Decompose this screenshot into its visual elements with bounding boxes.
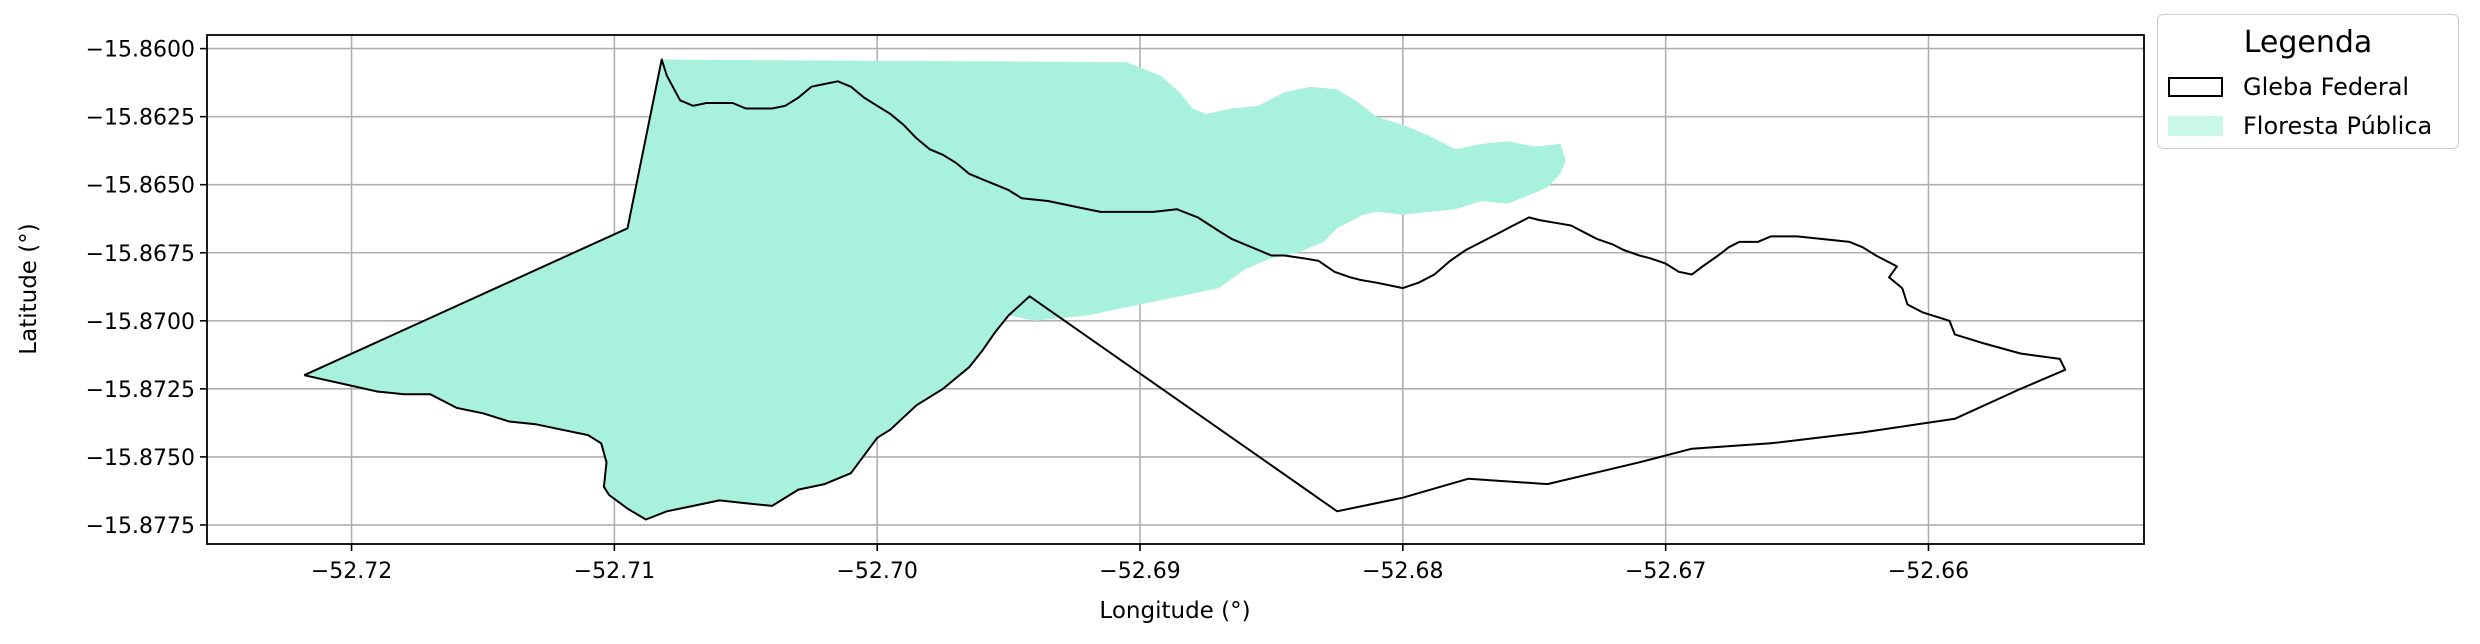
- y-tick-label: −15.8700: [86, 310, 195, 335]
- legend-swatch-outline: [2168, 77, 2223, 97]
- x-tick-label: −52.70: [836, 559, 917, 584]
- axis-ticks: −52.72 −52.71 −52.70 −52.69 −52.68 −52.67 −52.…: [86, 38, 1970, 584]
- y-tick-label: −15.8675: [86, 242, 195, 267]
- x-tick-label: −52.71: [574, 559, 655, 584]
- y-tick-label: −15.8600: [86, 38, 195, 63]
- y-tick-label: −15.8625: [86, 106, 195, 131]
- legend-title: Legenda: [2243, 25, 2373, 60]
- map-layers: [303, 58, 2067, 521]
- plot-frame: [206, 34, 2145, 545]
- x-tick-label: −52.69: [1099, 559, 1180, 584]
- x-axis-label: Longitude (°): [1099, 598, 1250, 624]
- y-tick-label: −15.8725: [86, 378, 195, 403]
- x-tick-label: −52.67: [1625, 559, 1706, 584]
- y-tick-label: −15.8750: [86, 446, 195, 471]
- x-tick-label: −52.66: [1888, 559, 1969, 584]
- x-tick-label: −52.68: [1362, 559, 1443, 584]
- legend-label: Gleba Federal: [2243, 73, 2410, 101]
- x-tick-label: −52.72: [311, 559, 392, 584]
- y-axis-label: Latitude (°): [16, 223, 42, 354]
- legend: Legenda Gleba Federal Floresta Pública: [2157, 14, 2459, 149]
- gleba-federal-outline: [303, 58, 2067, 521]
- legend-swatch-fill: [2168, 116, 2223, 136]
- y-tick-label: −15.8775: [86, 514, 195, 539]
- legend-item-gleba-federal: Gleba Federal: [2168, 73, 2409, 101]
- floresta-publica-polygon: [304, 59, 1566, 520]
- legend-item-floresta-publica: Floresta Pública: [2168, 112, 2432, 140]
- y-tick-label: −15.8650: [86, 174, 195, 199]
- legend-label: Floresta Pública: [2243, 112, 2433, 140]
